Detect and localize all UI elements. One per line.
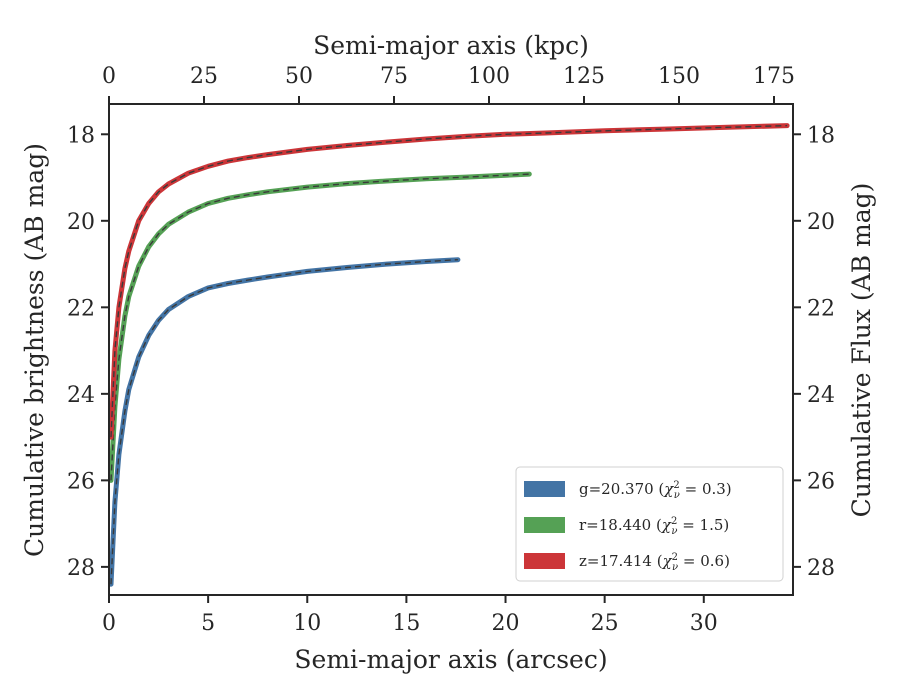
x-axis-top: 0 25 50 75 100 125 150 175 [102, 64, 795, 104]
y2-axis-title: Cumulative Flux (AB mag) [847, 183, 876, 518]
x-tick-label-0: 0 [102, 611, 116, 636]
x-axis-title: Semi-major axis (arcsec) [294, 645, 607, 674]
legend-label-1-sub: ν [671, 526, 677, 537]
model-line-0 [110, 259, 458, 585]
x-tick-label-2: 10 [293, 611, 321, 636]
x-tick-label-1: 5 [201, 611, 215, 636]
legend-swatch-1 [524, 517, 565, 533]
y2-tick-label-4: 26 [807, 469, 835, 494]
legend-label-2-sup: 2 [672, 552, 678, 563]
legend-label-0: g=20.370 (χ2 ν = 0.3) [579, 480, 732, 501]
x-tick-label-4: 20 [492, 611, 520, 636]
x2-tick-label-4: 100 [468, 64, 510, 89]
legend-label-2: z=17.414 (χ2 ν = 0.6) [579, 552, 730, 573]
legend-label-1-sup: 2 [671, 516, 677, 527]
y-axis-title: Cumulative brightness (AB mag) [20, 143, 49, 557]
legend-label-0-chi: χ [663, 480, 674, 498]
x2-tick-label-2: 50 [285, 64, 313, 89]
x-tick-label-6: 30 [690, 611, 718, 636]
model-line-2 [110, 124, 788, 438]
legend-label-0-tail: = 0.3) [680, 480, 732, 498]
legend-label-1-tail: = 1.5) [677, 516, 729, 534]
y-tick-label-5: 28 [67, 556, 95, 581]
y-axis-left: 18 20 22 24 26 28 [67, 123, 109, 581]
y2-tick-label-0: 18 [807, 123, 835, 148]
legend-label-2-main: z=17.414 ( [579, 552, 663, 570]
x-tick-label-5: 25 [591, 611, 619, 636]
legend-label-0-sub: ν [674, 490, 680, 501]
plot-frame [108, 103, 794, 596]
legend-box [515, 466, 784, 582]
x2-tick-label-1: 25 [190, 64, 218, 89]
legend-label-0-main: g=20.370 ( [579, 480, 664, 498]
x-axis-bottom: 0 5 10 15 20 25 30 [102, 595, 718, 636]
y-tick-label-4: 26 [67, 469, 95, 494]
legend-label-2-chi: χ [662, 552, 673, 570]
y-tick-label-0: 18 [67, 123, 95, 148]
legend-label-2-tail: = 0.6) [678, 552, 730, 570]
legend-label-1-chi: χ [661, 516, 672, 534]
plot-layer [108, 123, 790, 587]
legend-swatch-0 [524, 481, 565, 497]
legend-label-1-main: r=18.440 ( [579, 516, 662, 534]
y2-tick-label-5: 28 [807, 556, 835, 581]
model-line-1 [110, 173, 530, 481]
x2-tick-label-7: 175 [753, 64, 795, 89]
y-tick-label-2: 22 [67, 296, 95, 321]
y2-tick-label-2: 22 [807, 296, 835, 321]
y-tick-label-3: 24 [67, 383, 95, 408]
x2-tick-label-6: 150 [658, 64, 700, 89]
legend-label-2-sub: ν [672, 562, 678, 573]
y2-tick-label-3: 24 [807, 383, 835, 408]
x-tick-label-3: 15 [392, 611, 420, 636]
y-axis-right: 18 20 22 24 26 28 [793, 123, 835, 581]
x2-tick-label-0: 0 [102, 64, 116, 89]
legend-label-1: r=18.440 (χ2 ν = 1.5) [579, 516, 729, 537]
legend: g=20.370 (χ2 ν = 0.3)r=18.440 (χ2 ν = 1.5)… [515, 466, 784, 582]
x2-tick-label-5: 125 [563, 64, 605, 89]
legend-label-0-sup: 2 [673, 480, 679, 491]
legend-swatch-2 [524, 553, 565, 569]
x2-axis-title: Semi-major axis (kpc) [313, 31, 589, 60]
x2-tick-label-3: 75 [380, 64, 408, 89]
y2-tick-label-1: 20 [807, 210, 835, 235]
y-tick-label-1: 20 [67, 210, 95, 235]
